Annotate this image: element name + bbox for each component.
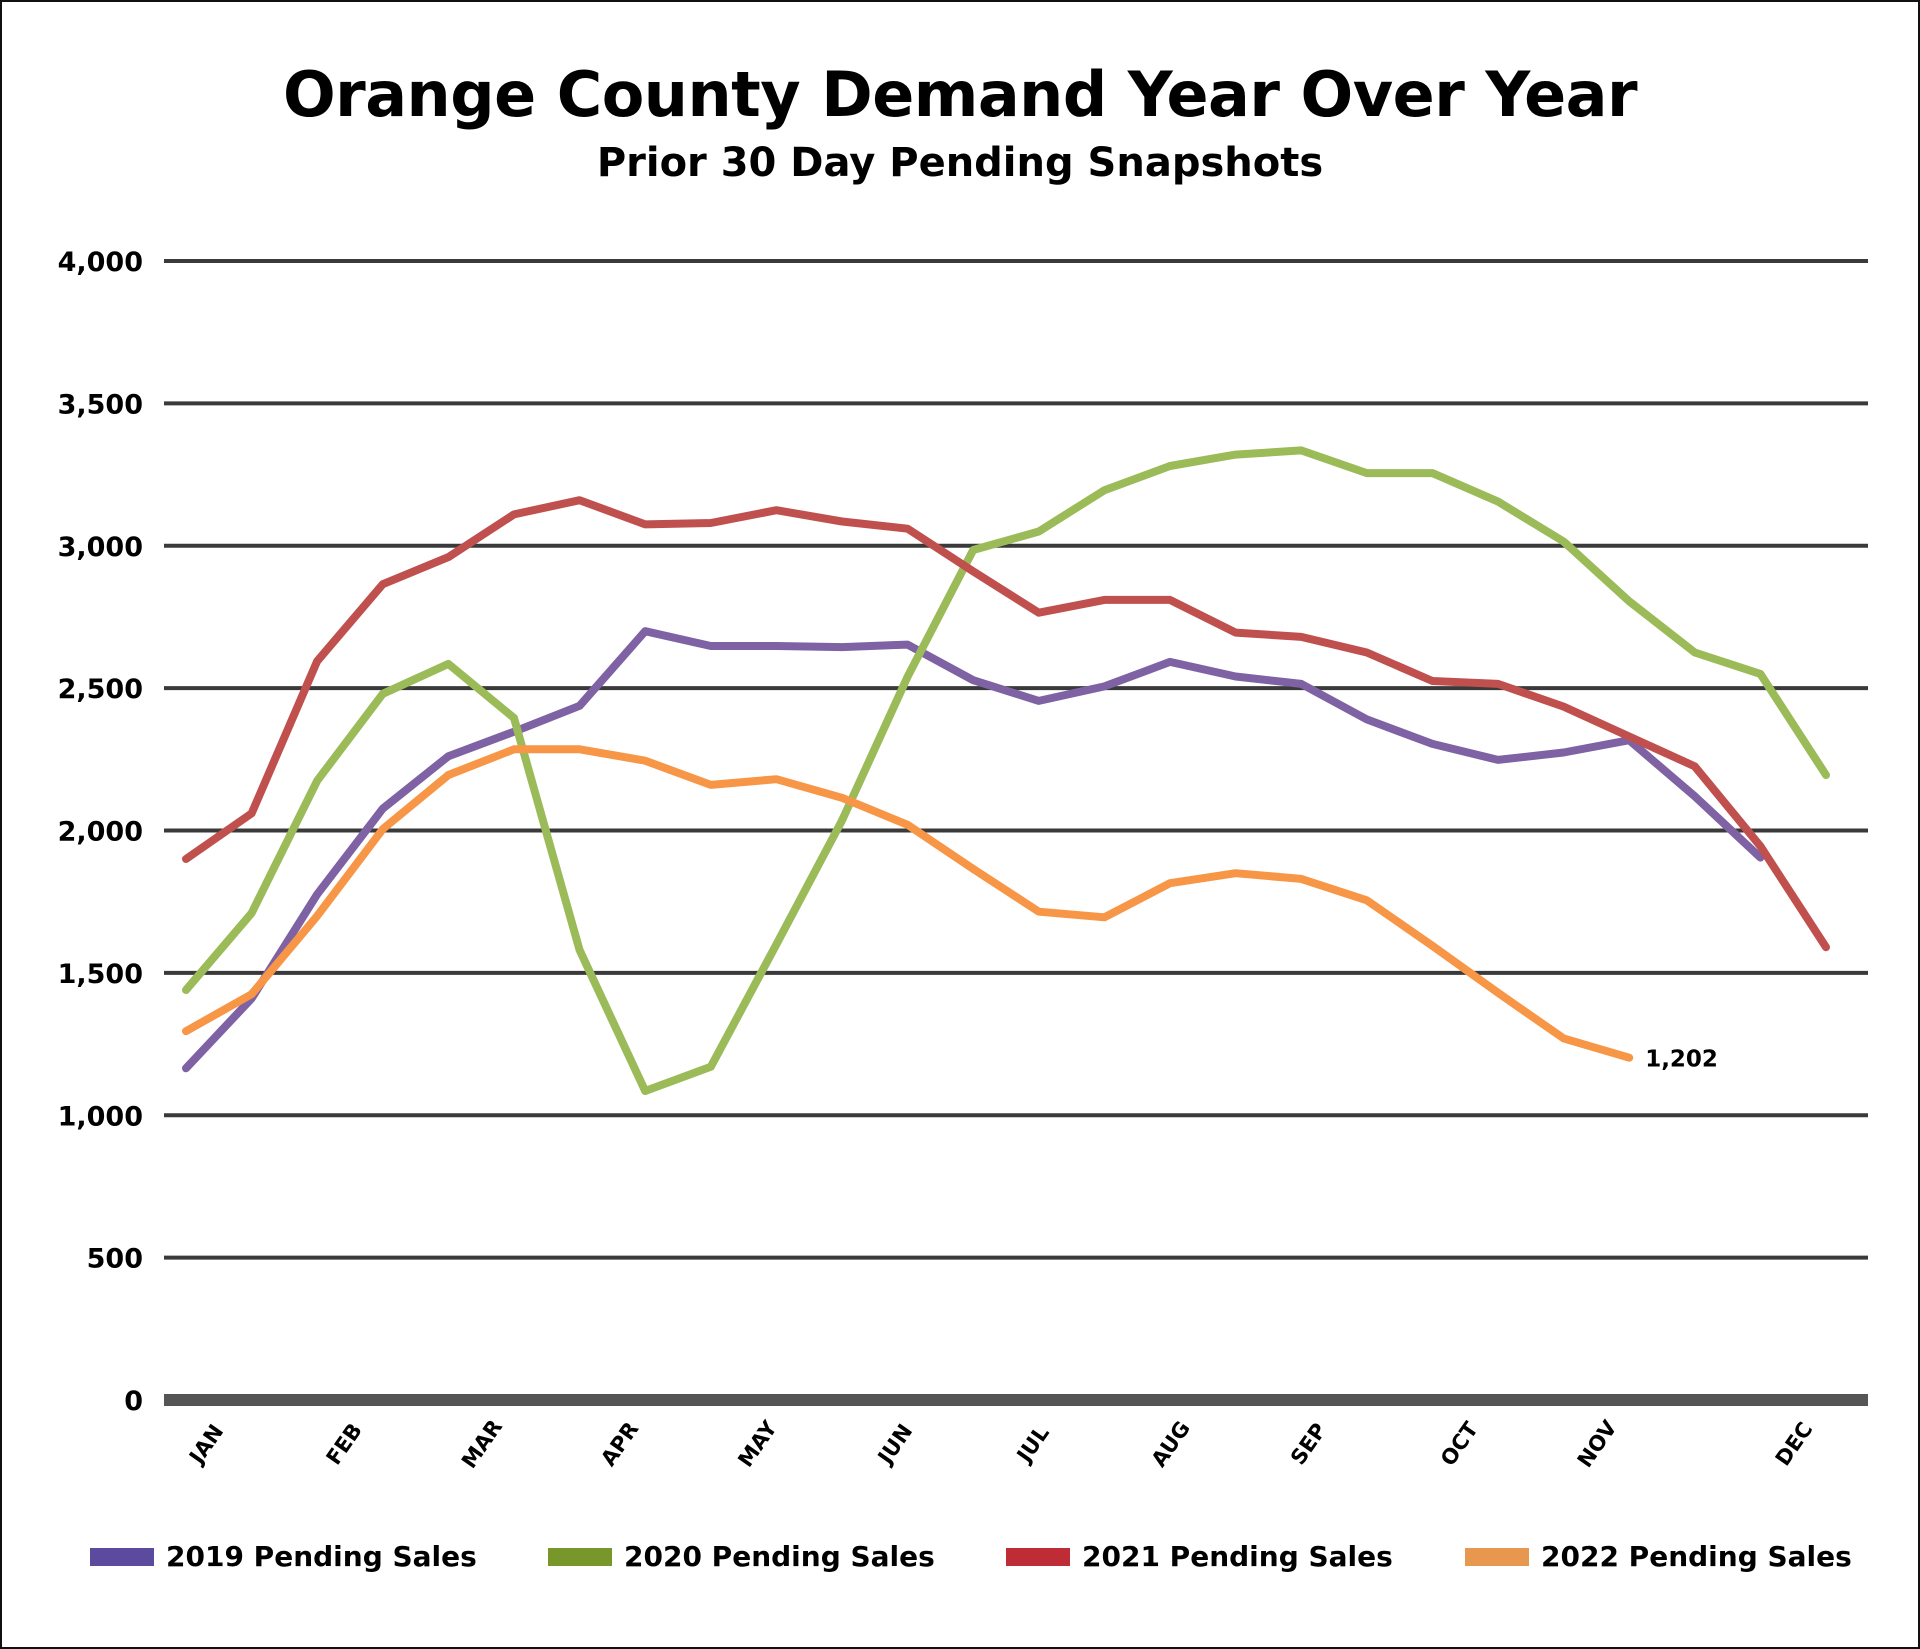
legend-label: 2022 Pending Sales xyxy=(1541,1540,1852,1573)
x-tick-label: JUN xyxy=(872,1420,917,1470)
x-tick-label: JUL xyxy=(1011,1421,1054,1468)
y-tick-label: 2,500 xyxy=(58,674,143,705)
y-tick-label: 4,000 xyxy=(58,247,143,278)
y-tick-label: 1,000 xyxy=(58,1101,143,1132)
legend-swatch xyxy=(90,1547,154,1566)
y-tick-label: 3,500 xyxy=(58,389,143,420)
legend: 2019 Pending Sales 2020 Pending Sales 2021… xyxy=(0,1540,1920,1580)
chart-subtitle: Prior 30 Day Pending Snapshots xyxy=(596,140,1324,186)
y-tick-label: 500 xyxy=(87,1244,143,1275)
legend-swatch xyxy=(1465,1547,1529,1566)
x-tick-label: MAY xyxy=(733,1416,782,1472)
legend-item: 2021 Pending Sales xyxy=(1006,1540,1393,1573)
x-tick-label: SEP xyxy=(1286,1419,1331,1470)
y-tick-label: 0 xyxy=(124,1386,143,1417)
x-tick-label: MAR xyxy=(457,1415,507,1472)
x-tick-label: DEC xyxy=(1771,1418,1818,1470)
series-line-2021 xyxy=(182,496,1830,952)
x-tick-label: OCT xyxy=(1436,1417,1483,1470)
legend-label: 2020 Pending Sales xyxy=(624,1540,935,1573)
legend-item: 2020 Pending Sales xyxy=(548,1540,935,1573)
x-tick-label: NOV xyxy=(1573,1416,1622,1472)
legend-swatch xyxy=(1006,1547,1070,1566)
legend-item: 2022 Pending Sales xyxy=(1465,1540,1852,1573)
x-tick-label: FEB xyxy=(322,1419,367,1469)
y-tick-label: 3,000 xyxy=(58,532,143,563)
data-labels: 1,202 xyxy=(1645,1047,1718,1073)
x-tick-label: AUG xyxy=(1147,1417,1195,1472)
legend-label: 2019 Pending Sales xyxy=(166,1540,477,1573)
chart-title: Orange County Demand Year Over Year xyxy=(282,58,1638,131)
gridlines xyxy=(164,259,1868,1406)
x-tick-label: APR xyxy=(596,1418,643,1471)
legend-label: 2021 Pending Sales xyxy=(1082,1540,1393,1573)
x-tick-label: JAN xyxy=(184,1420,229,1470)
x-axis-ticks: JAN FEB MAR APR MAY JUN JUL AUG SEP OCT NOV DEC xyxy=(184,1415,1818,1472)
y-tick-label: 1,500 xyxy=(58,959,143,990)
legend-swatch xyxy=(548,1547,612,1566)
legend-item: 2019 Pending Sales xyxy=(90,1540,477,1573)
data-label: 1,202 xyxy=(1645,1047,1718,1073)
series-line-2020 xyxy=(182,446,1830,1095)
series-lines xyxy=(182,446,1830,1095)
y-tick-label: 2,000 xyxy=(58,817,143,848)
y-axis-ticks: 0 500 1,000 1,500 2,000 2,500 3,000 3,500 4,000 xyxy=(58,247,143,1417)
